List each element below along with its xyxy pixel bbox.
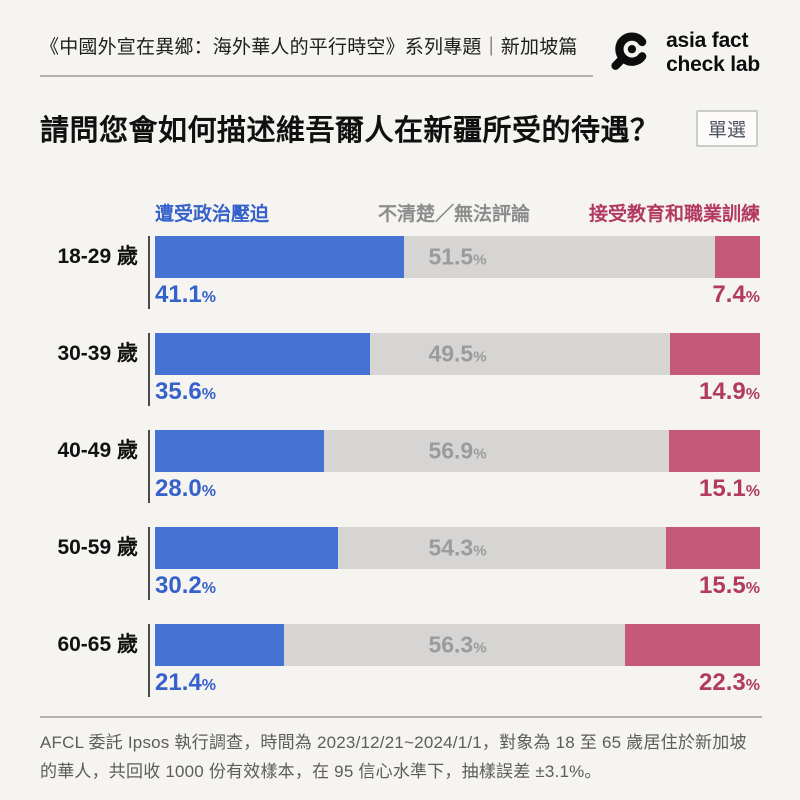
bar-segment-education-training: [625, 624, 760, 666]
value-label-unclear: 54.3%: [428, 534, 487, 561]
bar-value-labels: 30.2% 15.5%: [155, 569, 760, 600]
logo-line-1: asia fact: [666, 29, 749, 53]
series-title: 《中國外宣在異鄉：海外華人的平行時空》系列專題｜新加坡篇: [40, 37, 578, 58]
value-label-unclear: 56.9%: [428, 437, 487, 464]
bar-group: 49.5% 35.6% 14.9%: [148, 333, 760, 406]
bar-segment-unclear: [337, 527, 667, 569]
chart-row: 30-39 歲 49.5% 35.6% 14.9%: [40, 333, 760, 406]
bar-segment-education-training: [668, 430, 760, 472]
legend-political-oppression: 遭受政治壓迫: [155, 204, 270, 225]
stacked-bar: 56.9%: [155, 430, 760, 472]
value-label-education-training: 15.1%: [699, 475, 760, 502]
bar-value-labels: 21.4% 22.3%: [155, 666, 760, 697]
chart-row: 60-65 歲 56.3% 21.4% 22.3%: [40, 624, 760, 697]
bar-segment-political-oppression: [155, 527, 338, 569]
value-label-political-oppression: 21.4%: [155, 669, 216, 696]
bar-segment-education-training: [715, 236, 760, 278]
bar-segment-unclear: [284, 624, 626, 666]
afcl-logo: asia fact check lab: [603, 26, 760, 80]
bar-group: 56.3% 21.4% 22.3%: [148, 624, 760, 697]
bar-segment-education-training: [666, 527, 760, 569]
bar-segment-unclear: [403, 236, 716, 278]
stacked-bar: 51.5%: [155, 236, 760, 278]
bar-segment-political-oppression: [155, 236, 404, 278]
question-row: 請問您會如何描述維吾爾人在新疆所受的待遇？ 單選: [40, 107, 760, 149]
stacked-bar: 56.3%: [155, 624, 760, 666]
age-group-label: 40-49 歲: [57, 439, 138, 462]
logo-wordmark: asia fact check lab: [666, 29, 760, 76]
bar-segment-political-oppression: [155, 624, 285, 666]
stacked-bar: 54.3%: [155, 527, 760, 569]
value-label-political-oppression: 35.6%: [155, 378, 216, 405]
bar-group: 51.5% 41.1% 7.4%: [148, 236, 760, 309]
value-label-political-oppression: 41.1%: [155, 281, 216, 308]
value-label-political-oppression: 28.0%: [155, 475, 216, 502]
value-label-education-training: 15.5%: [699, 572, 760, 599]
magnifier-icon: [603, 26, 657, 80]
chart-row: 18-29 歲 51.5% 41.1% 7.4%: [40, 236, 760, 309]
header: 《中國外宣在異鄉：海外華人的平行時空》系列專題｜新加坡篇 asia fact c…: [40, 24, 760, 80]
bar-value-labels: 41.1% 7.4%: [155, 278, 760, 309]
age-group-label: 60-65 歲: [57, 633, 138, 656]
footer-divider: [40, 716, 762, 718]
value-label-political-oppression: 30.2%: [155, 572, 216, 599]
age-group-label: 18-29 歲: [57, 245, 138, 268]
chart: 遭受政治壓迫 不清楚／無法評論 接受教育和職業訓練 18-29 歲 51.5% …: [40, 199, 760, 697]
bar-group: 56.9% 28.0% 15.1%: [148, 430, 760, 503]
value-label-unclear: 49.5%: [428, 340, 487, 367]
bar-segment-education-training: [669, 333, 760, 375]
question-title: 請問您會如何描述維吾爾人在新疆所受的待遇？: [40, 115, 660, 147]
methodology-note: AFCL 委託 Ipsos 執行調查，時間為 2023/12/21~2024/1…: [40, 733, 747, 782]
chart-row: 50-59 歲 54.3% 30.2% 15.5%: [40, 527, 760, 600]
age-group-label: 50-59 歲: [57, 536, 138, 559]
legend-education-training: 接受教育和職業訓練: [588, 204, 760, 225]
legend: 遭受政治壓迫 不清楚／無法評論 接受教育和職業訓練: [148, 199, 760, 225]
value-label-education-training: 22.3%: [699, 669, 760, 696]
bar-segment-unclear: [324, 430, 669, 472]
logo-line-2: check lab: [666, 53, 760, 76]
footer: AFCL 委託 Ipsos 執行調查，時間為 2023/12/21~2024/1…: [40, 716, 762, 787]
age-group-label: 30-39 歲: [57, 342, 138, 365]
header-divider: [40, 75, 593, 77]
value-label-unclear: 56.3%: [428, 631, 487, 658]
bar-segment-political-oppression: [155, 430, 325, 472]
bar-group: 54.3% 30.2% 15.5%: [148, 527, 760, 600]
stacked-bar: 49.5%: [155, 333, 760, 375]
value-label-education-training: 14.9%: [699, 378, 760, 405]
bar-segment-unclear: [370, 333, 670, 375]
bar-value-labels: 28.0% 15.1%: [155, 472, 760, 503]
single-choice-badge: 單選: [695, 109, 758, 147]
bar-value-labels: 35.6% 14.9%: [155, 375, 760, 406]
header-left: 《中國外宣在異鄉：海外華人的平行時空》系列專題｜新加坡篇: [40, 24, 596, 77]
legend-unclear: 不清楚／無法評論: [377, 204, 531, 225]
value-label-unclear: 51.5%: [428, 243, 487, 270]
chart-row: 40-49 歲 56.9% 28.0% 15.1%: [40, 430, 760, 503]
bar-segment-political-oppression: [155, 333, 371, 375]
value-label-education-training: 7.4%: [712, 281, 760, 308]
